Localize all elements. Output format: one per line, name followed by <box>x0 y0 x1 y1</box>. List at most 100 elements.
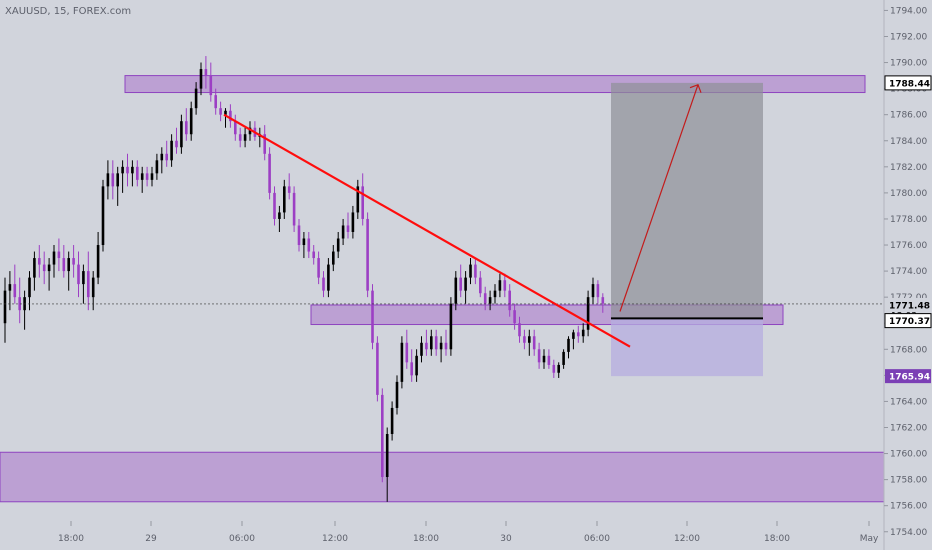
candle-body <box>336 238 340 252</box>
candle-body <box>126 166 129 174</box>
time-tick-label: 29 <box>145 534 157 544</box>
candle-body <box>297 225 301 246</box>
overlays-layer <box>0 83 884 348</box>
candle-body <box>278 212 281 219</box>
candle-body <box>302 238 306 246</box>
candle-body <box>459 277 462 291</box>
zone-lower-support <box>0 451 885 503</box>
candle-body <box>121 166 124 174</box>
zones-layer <box>0 75 885 503</box>
candle-body <box>341 225 345 239</box>
candle-body <box>224 110 227 115</box>
candle-body <box>542 355 546 363</box>
candle-body <box>283 186 286 213</box>
stop-price-label: 1765.94 <box>889 373 930 383</box>
candle-body <box>552 364 556 373</box>
candle-body <box>361 186 364 219</box>
time-tick-label: 06:00 <box>229 534 255 544</box>
time-tick-label: 06:00 <box>584 534 610 544</box>
candle-body <box>243 134 247 141</box>
candle-body <box>332 251 335 265</box>
candle-body <box>268 153 271 193</box>
candle-body <box>87 271 90 298</box>
price-tick-label: 1782.00 <box>890 163 927 173</box>
candle-body <box>405 342 409 363</box>
candle-body <box>356 186 360 213</box>
candle-body <box>101 186 105 246</box>
candle-body <box>287 186 291 193</box>
time-tick-label: 18:00 <box>413 534 439 544</box>
candle-body <box>165 153 168 161</box>
candle-body <box>131 166 134 174</box>
candle-body <box>317 258 320 278</box>
candle-body <box>346 225 350 232</box>
candle-body <box>204 69 208 76</box>
candle-body <box>400 342 404 382</box>
candle-body <box>503 280 507 291</box>
price-tick-label: 1790.00 <box>890 59 927 69</box>
candle-body <box>528 336 531 343</box>
candle-body <box>601 297 605 304</box>
entry-price-label: 1770.37 <box>889 317 930 327</box>
candle-body <box>189 108 193 135</box>
candle-body <box>38 258 41 265</box>
time-tick-label: May <box>860 534 879 544</box>
candle-body <box>493 290 497 298</box>
candle-body <box>82 271 85 285</box>
candle-body <box>390 407 394 435</box>
candle-body <box>415 355 418 376</box>
candle-body <box>351 212 355 232</box>
candle-body <box>155 160 159 174</box>
candle-body <box>47 264 51 272</box>
candle-body <box>160 153 164 161</box>
price-tick-label: 1780.00 <box>890 189 927 199</box>
current-price-label: 1771.48 <box>889 301 930 311</box>
current-price-label-bg <box>885 297 931 312</box>
candle-body <box>430 336 433 350</box>
candle-body <box>263 134 266 154</box>
candle-body <box>513 310 516 324</box>
candle-body <box>327 264 330 291</box>
candle-body <box>434 336 438 350</box>
price-tick-label: 1784.00 <box>890 137 927 147</box>
candle-body <box>52 251 56 265</box>
candle-body <box>410 362 413 376</box>
candle-body <box>77 264 80 285</box>
candle-body <box>439 342 443 350</box>
candle-body <box>234 121 237 135</box>
candle-body <box>523 336 526 343</box>
price-tick-label: 1778.00 <box>890 215 927 225</box>
candles-layer <box>3 56 605 502</box>
candle-body <box>57 251 61 259</box>
candle-body <box>62 258 66 272</box>
symbol-label: XAUUSD, 15, FOREX.com <box>5 6 132 17</box>
price-tick-label: 1794.00 <box>890 6 927 16</box>
stop-price-label-bg <box>885 369 931 384</box>
candle-body <box>469 264 472 278</box>
candle-body <box>483 293 487 304</box>
candle-body <box>371 290 374 343</box>
candle-body <box>420 342 423 356</box>
candle-body <box>248 127 252 135</box>
candle-body <box>96 245 100 278</box>
candle-body <box>366 218 369 291</box>
candle-body <box>91 277 95 298</box>
stop-zone <box>611 318 763 377</box>
candle-body <box>3 290 7 324</box>
price-tick-label: 1768.00 <box>890 345 927 355</box>
candle-body <box>586 297 590 330</box>
candle-body <box>307 238 311 252</box>
candle-body <box>229 110 232 122</box>
time-tick-label: 18:00 <box>58 534 84 544</box>
candle-body <box>214 95 217 109</box>
candle-body <box>376 342 379 395</box>
time-axis: 18:00 29 06:00 12:00 18:00 30 06:00 12:00 18:00 M… <box>58 521 879 544</box>
candle-body <box>42 264 46 272</box>
candle-body <box>557 364 560 373</box>
candle-body <box>596 284 600 298</box>
candle-body <box>185 121 188 135</box>
candle-body <box>175 140 178 148</box>
target-zone <box>611 82 763 319</box>
